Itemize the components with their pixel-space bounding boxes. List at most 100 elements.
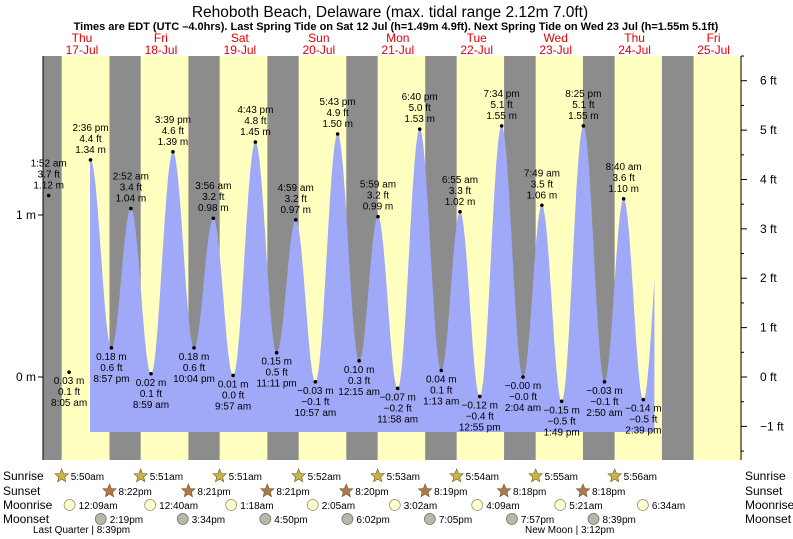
day-date-label: 22-Jul (460, 43, 493, 57)
sunset-icon (417, 483, 433, 498)
sunrise-icon (212, 468, 228, 483)
high-tide-point (211, 216, 216, 221)
tide-time-label: 9:57 am (215, 401, 251, 412)
tide-feet-label: 3.7 ft (38, 170, 60, 181)
sunset-icon (575, 483, 591, 498)
low-tide-point (67, 370, 71, 374)
daylight-band (693, 56, 740, 460)
moonrise-icon (63, 499, 76, 511)
tide-feet-label: −0.1 ft (301, 397, 329, 408)
tide-meter-label: −0.03 m (297, 386, 333, 397)
tide-time-label: 2:52 am (113, 172, 149, 183)
moonset-row-label-right: Moonset (745, 512, 792, 526)
moon-phase-label: New Moon | 3:12pm (525, 525, 614, 536)
low-tide-point (641, 397, 646, 402)
moonset-icon (94, 513, 107, 525)
tide-meter-label: 0.01 m (218, 379, 249, 390)
tide-time-label: 2:39 pm (625, 426, 661, 437)
day-name-label: Mon (386, 31, 409, 45)
sunrise-time-label: 5:51am (229, 472, 262, 483)
astro-rows: Sunrise Sunrise 5:50am 5:51am 5:51am 5:52am 5:… (3, 468, 793, 536)
left-axis-tick-label: 1 m (16, 208, 36, 222)
sunset-time-label: 8:21pm (197, 487, 230, 498)
tide-meter-label: −0.07 m (379, 392, 415, 403)
day-name-label: Thu (72, 31, 93, 45)
tide-time-label: 10:04 pm (173, 374, 215, 385)
sunset-icon (102, 483, 117, 498)
moonrise-time-label: 4:09am (486, 501, 519, 512)
sunrise-icon (291, 468, 307, 483)
moonrise-icon (144, 499, 157, 511)
chart-subtitle: Times are EDT (UTC –4.0hrs). Last Spring… (74, 21, 719, 33)
tide-meter-label: −0.15 m (543, 405, 579, 416)
tide-time-label: 3:56 am (195, 181, 231, 192)
tide-meter-label: −0.14 m (625, 404, 661, 415)
tide-time-label: 4:59 am (278, 183, 314, 194)
moonrise-icon (554, 499, 567, 511)
day-name-label: Sun (308, 31, 329, 45)
sunset-icon (496, 483, 512, 498)
moonset-time-label: 3:34pm (192, 515, 225, 526)
sunset-icon (180, 483, 196, 498)
right-axis-tick-label: 5 ft (760, 123, 777, 137)
right-axis-tick-label: 3 ft (760, 222, 777, 236)
tide-meter-label: 0.97 m (280, 205, 311, 216)
tide-time-label: 3:39 pm (155, 115, 191, 126)
moonrise-time-label: 6:34am (652, 501, 685, 512)
tide-meter-label: 1.10 m (608, 184, 639, 195)
tide-time-label: 4:43 pm (237, 105, 273, 116)
sunrise-time-label: 5:51am (150, 472, 183, 483)
tide-feet-label: −0.4 ft (466, 411, 494, 422)
right-axis-tick-label: −1 ft (760, 419, 784, 433)
moonset-time-label: 6:02pm (356, 515, 389, 526)
high-tide-point (335, 132, 340, 136)
tide-meter-label: −0.00 m (505, 381, 541, 392)
moonset-time-label: 4:50pm (274, 515, 307, 526)
tide-time-label: 2:50 am (586, 408, 622, 419)
right-axis-tick-label: 0 ft (760, 370, 777, 384)
day-date-label: 21-Jul (381, 43, 414, 57)
low-tide-point (477, 394, 482, 399)
tide-time-label: 1:52 am (31, 159, 67, 170)
moonset-time-label: 7:57pm (521, 515, 554, 526)
sunset-time-label: 8:20pm (355, 487, 388, 498)
tide-feet-label: −0.0 ft (509, 392, 537, 403)
tide-feet-label: 0.1 ft (140, 389, 162, 400)
moonrise-icon (471, 499, 484, 511)
moonset-icon (259, 513, 272, 525)
moonset-icon (587, 513, 600, 525)
moonset-time-label: 2:19pm (110, 515, 143, 526)
sunset-row-label-left: Sunset (3, 484, 41, 498)
tide-feet-label: 3.2 ft (202, 192, 224, 203)
high-tide-point (458, 209, 462, 214)
day-name-label: Fri (154, 31, 168, 45)
tide-meter-label: 0.02 m (136, 378, 167, 389)
tide-feet-label: −0.5 ft (548, 416, 576, 427)
tide-feet-label: 0.0 ft (222, 390, 244, 401)
sunset-time-label: 8:21pm (276, 487, 309, 498)
sunset-time-label: 8:18pm (592, 487, 625, 498)
tide-meter-label: 1.04 m (116, 194, 147, 205)
moon-phase-label: Last Quarter | 8:39pm (33, 525, 130, 536)
moonset-time-label: 8:39pm (602, 515, 635, 526)
tide-labels: 1:52 am3.7 ft1.12 m0.03 m0.1 ft8:05 am2:… (31, 89, 662, 438)
tide-feet-label: −0.2 ft (384, 403, 412, 414)
tide-time-label: 7:49 am (524, 168, 560, 179)
tide-feet-label: 3.4 ft (120, 183, 142, 194)
sunrise-time-label: 5:55am (545, 472, 578, 483)
tide-feet-label: 4.8 ft (244, 116, 266, 127)
moonrise-icon (388, 499, 401, 511)
tide-time-label: 5:43 pm (320, 97, 356, 108)
low-tide-point (313, 380, 318, 384)
tide-time-label: 8:59 am (133, 400, 169, 411)
tide-meter-label: −0.12 m (462, 400, 498, 411)
tide-time-label: 8:05 am (51, 398, 87, 409)
high-tide-point (417, 127, 422, 131)
day-date-label: 18-Jul (145, 43, 178, 57)
high-tide-point (540, 203, 544, 208)
tide-time-label: 2:04 am (505, 403, 541, 414)
tide-feet-label: 3.2 ft (285, 194, 307, 205)
tide-meter-label: 1.55 m (568, 111, 599, 122)
moonset-icon (176, 513, 189, 525)
